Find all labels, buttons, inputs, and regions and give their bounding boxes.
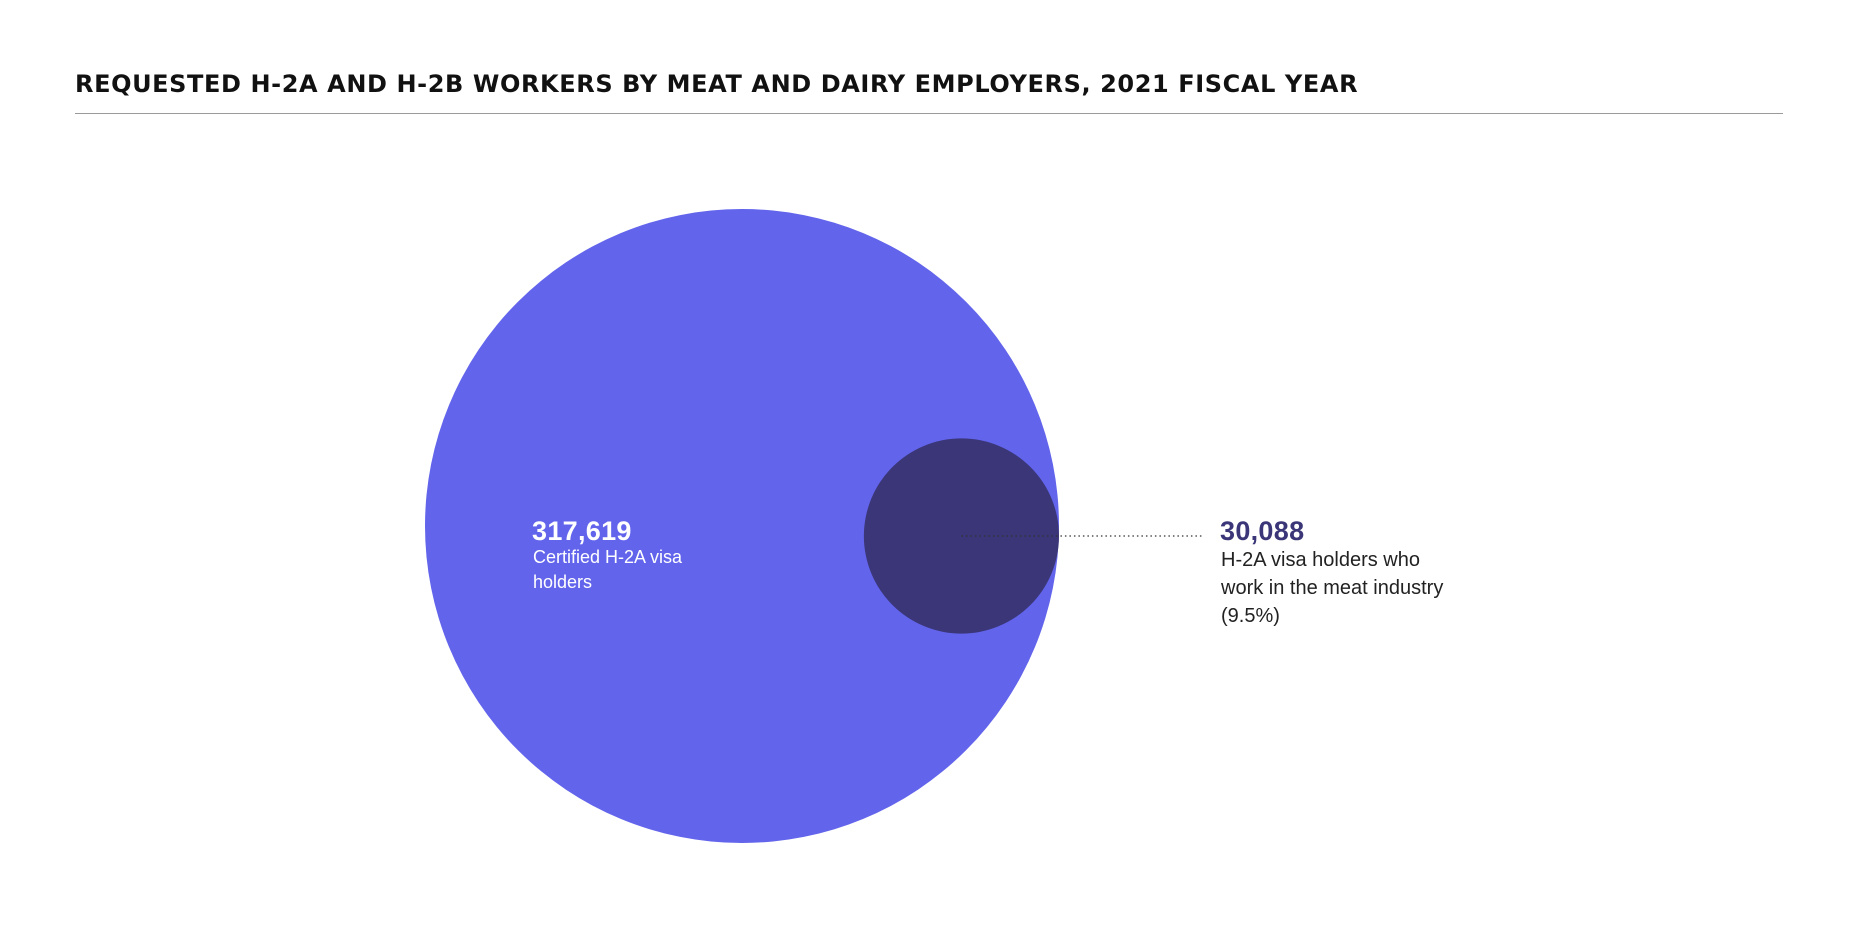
outer-value-label: 317,619 — [532, 516, 632, 546]
outer-description-label: Certified H-2A visa holders — [533, 547, 683, 593]
inner-value-label: 30,088 — [1220, 516, 1305, 546]
title-divider — [75, 113, 1783, 114]
chart-title: REQUESTED H-2A AND H-2B WORKERS BY MEAT … — [75, 70, 1359, 98]
inner-description-label: H-2A visa holders who work in the meat i… — [1221, 549, 1444, 627]
outer-circle-certified-h2a — [425, 209, 1059, 843]
